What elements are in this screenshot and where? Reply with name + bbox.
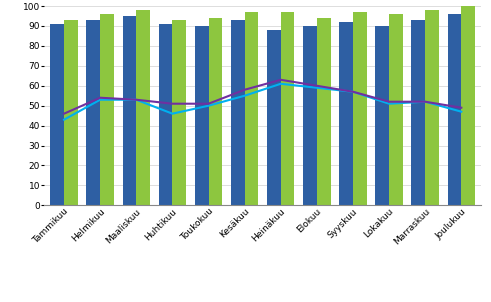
Bar	[245, 12, 258, 205]
Bar	[86, 20, 100, 205]
Bar	[375, 26, 389, 205]
Bar	[267, 30, 281, 205]
Bar	[317, 18, 330, 205]
Bar	[462, 6, 475, 205]
Bar	[123, 16, 136, 205]
Bar	[172, 20, 186, 205]
Legend: Keskihinta 2015, Keskihinta 2016, Käyttöaste 2015, Käyttöaste 2016: Keskihinta 2015, Keskihinta 2016, Käyttö…	[49, 298, 488, 302]
Bar	[411, 20, 425, 205]
Bar	[136, 10, 150, 205]
Bar	[303, 26, 317, 205]
Bar	[231, 20, 245, 205]
Bar	[425, 10, 439, 205]
Bar	[339, 22, 353, 205]
Bar	[389, 14, 403, 205]
Bar	[100, 14, 114, 205]
Bar	[195, 26, 209, 205]
Bar	[64, 20, 78, 205]
Bar	[448, 14, 462, 205]
Bar	[209, 18, 222, 205]
Bar	[51, 24, 64, 205]
Bar	[159, 24, 172, 205]
Bar	[353, 12, 367, 205]
Bar	[281, 12, 295, 205]
